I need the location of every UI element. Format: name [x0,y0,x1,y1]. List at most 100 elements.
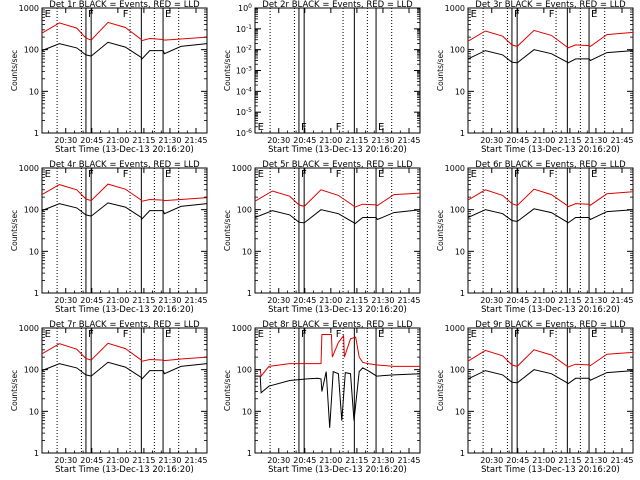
y-tick-label: 1 [247,449,252,458]
y-tick-label: 10-3 [236,66,252,76]
x-tick-label: 21:30 [158,136,181,145]
flag-label: F [549,329,555,340]
flag-label: E [378,122,384,133]
x-tick-label: 21:15 [132,136,155,145]
panel-title: Det 7r BLACK = Events, RED = LLD [49,320,200,330]
y-tick-label: 10 [29,247,39,256]
panel-title: Det 8r BLACK = Events, RED = LLD [262,320,413,330]
flag-label: E [258,122,264,133]
x-tick-label: 21:30 [158,296,181,305]
x-tick-label: 21:30 [371,456,394,465]
flag-label: F [301,329,307,340]
y-tick-label: 1 [34,129,39,138]
x-axis-label: Start Time (13-Dec-13 20:16:20) [481,305,620,315]
x-tick-label: 21:00 [106,296,129,305]
x-tick-label: 21:15 [558,136,581,145]
x-tick-label: 21:00 [106,456,129,465]
y-tick-label: 100 [237,206,252,215]
y-tick-label: 10 [29,87,39,96]
x-tick-label: 20:30 [54,136,77,145]
x-tick-label: 20:30 [480,136,503,145]
y-tick-label: 1 [247,289,252,298]
y-tick-label: 100 [450,46,465,55]
x-axis-label: Start Time (13-Dec-13 20:16:20) [268,145,407,155]
flag-label: F [514,169,520,180]
flag-label: E [258,329,264,340]
x-tick-label: 21:45 [397,296,420,305]
y-tick-label: 100 [24,206,39,215]
x-tick-label: 20:45 [506,136,529,145]
x-tick-label: 21:30 [584,456,607,465]
flag-label: F [88,9,94,20]
flag-label: E [591,9,597,20]
x-tick-label: 21:30 [584,136,607,145]
y-axis-label: Counts/sec [10,50,19,91]
flag-label: E [165,329,171,340]
x-tick-label: 21:45 [184,296,207,305]
flag-label: F [123,329,129,340]
x-tick-label: 21:00 [532,456,555,465]
panel-title: Det 2r BLACK = Events, RED = LLD [262,0,413,10]
x-tick-label: 20:30 [267,136,290,145]
panel-title: Det 5r BLACK = Events, RED = LLD [262,160,413,170]
x-tick-label: 21:45 [610,456,633,465]
x-tick-label: 21:15 [558,296,581,305]
y-tick-label: 1000 [19,324,39,333]
series-events-line [468,369,633,385]
plot-frame [467,167,634,294]
x-tick-label: 21:30 [584,296,607,305]
flag-label: E [471,329,477,340]
x-tick-label: 21:45 [184,136,207,145]
flag-label: F [336,122,342,133]
y-tick-label: 100 [237,366,252,375]
x-tick-label: 21:15 [132,456,155,465]
y-tick-label: 100 [24,366,39,375]
x-tick-label: 21:45 [397,136,420,145]
flag-label: F [88,169,94,180]
series-lld-line [255,334,420,378]
series-events-line [255,367,420,428]
flag-label: F [301,169,307,180]
series-events-line [468,208,633,224]
x-tick-label: 20:30 [54,456,77,465]
y-tick-label: 10-2 [236,45,252,55]
flag-label: E [45,329,51,340]
series-lld-line [468,349,633,368]
flag-label: F [123,9,129,20]
y-axis-label: Counts/sec [223,370,232,411]
y-tick-label: 10-5 [236,107,252,117]
y-tick-label: 1 [460,449,465,458]
plot-frame [41,7,208,134]
flag-label: F [549,169,555,180]
series-lld-line [42,21,207,42]
plot-frame [467,7,634,134]
y-tick-label: 1000 [19,164,39,173]
x-tick-label: 21:15 [345,136,368,145]
y-tick-label: 1000 [232,324,252,333]
panel-title: Det 1r BLACK = Events, RED = LLD [49,0,200,10]
panel-det-2: Det 2r BLACK = Events, RED = LLD E F F E 10-6… [223,0,421,155]
x-tick-label: 20:45 [293,136,316,145]
x-axis-label: Start Time (13-Dec-13 20:16:20) [55,305,194,315]
y-tick-label: 10 [242,407,252,416]
x-tick-label: 21:15 [345,296,368,305]
flag-label: F [514,329,520,340]
flag-label: E [378,329,384,340]
y-tick-label: 1000 [232,164,252,173]
y-tick-label: 10-6 [236,128,252,138]
y-tick-label: 1000 [19,4,39,13]
flag-label: E [471,9,477,20]
x-tick-label: 21:45 [610,136,633,145]
x-tick-label: 20:45 [506,456,529,465]
x-tick-label: 21:00 [319,456,342,465]
